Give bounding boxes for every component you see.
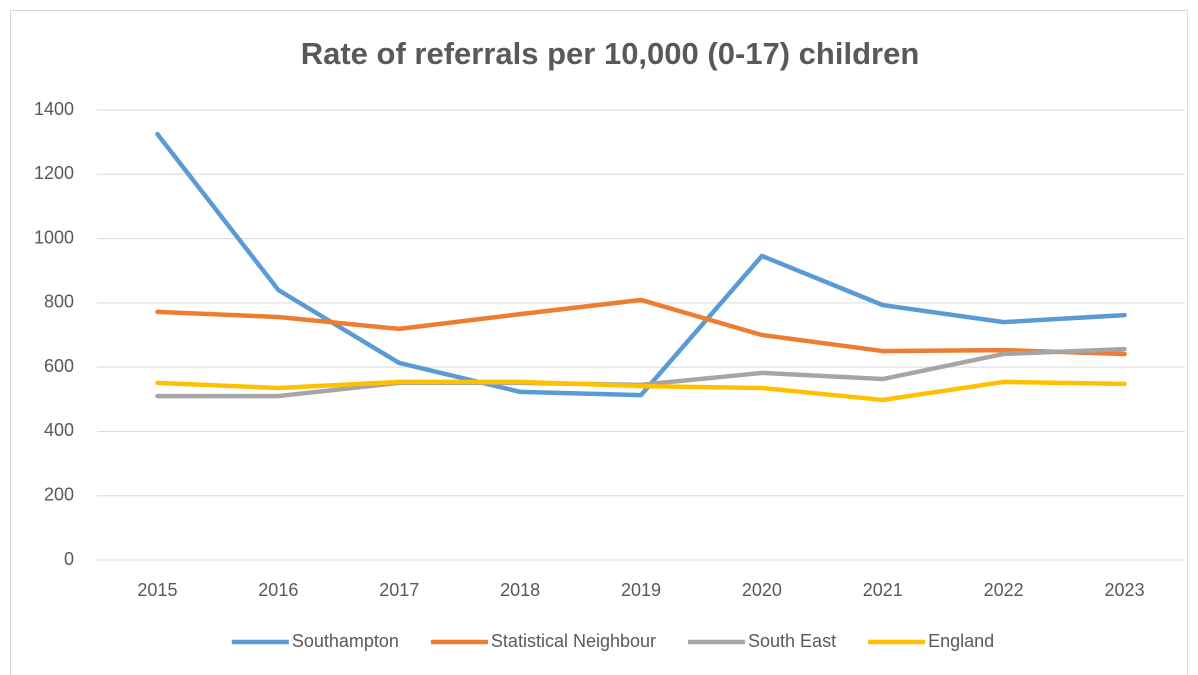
legend-label: South East xyxy=(748,631,836,651)
y-tick-label: 800 xyxy=(44,292,74,312)
legend-label: England xyxy=(928,631,994,651)
chart-title: Rate of referrals per 10,000 (0-17) chil… xyxy=(301,36,920,71)
x-tick-label: 2016 xyxy=(258,580,298,600)
y-tick-label: 1200 xyxy=(34,163,74,183)
x-tick-label: 2015 xyxy=(137,580,177,600)
x-tick-label: 2019 xyxy=(621,580,661,600)
series-line xyxy=(155,131,1127,398)
y-tick-label: 600 xyxy=(44,356,74,376)
series-line xyxy=(155,297,1127,357)
x-tick-label: 2020 xyxy=(742,580,782,600)
y-tick-label: 200 xyxy=(44,484,74,504)
y-tick-label: 400 xyxy=(44,420,74,440)
chart-border xyxy=(10,10,1188,675)
x-tick-label: 2022 xyxy=(984,580,1024,600)
x-tick-label: 2018 xyxy=(500,580,540,600)
series-line xyxy=(155,379,1127,403)
y-tick-label: 1400 xyxy=(34,99,74,119)
y-tick-label: 0 xyxy=(64,549,74,569)
y-tick-label: 1000 xyxy=(34,227,74,247)
legend-label: Southampton xyxy=(292,631,399,651)
legend-label: Statistical Neighbour xyxy=(491,631,656,651)
x-tick-label: 2017 xyxy=(379,580,419,600)
x-tick-label: 2023 xyxy=(1105,580,1145,600)
x-tick-label: 2021 xyxy=(863,580,903,600)
